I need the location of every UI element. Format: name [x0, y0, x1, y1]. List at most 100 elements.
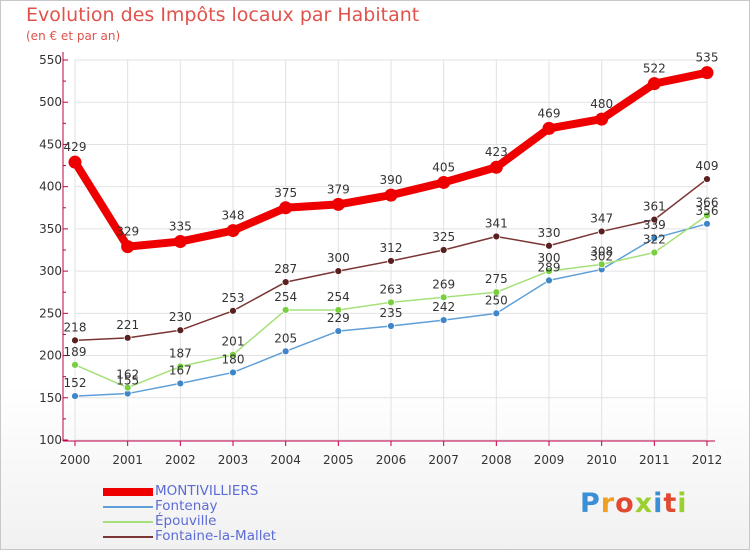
data-label-fontenay: 250	[485, 293, 508, 307]
x-tick-label: 2006	[376, 453, 407, 467]
data-label-epouville: 269	[432, 277, 455, 291]
data-point-epouville	[492, 288, 501, 297]
data-point-fontenay	[334, 327, 343, 335]
data-label-montivilliers: 480	[590, 97, 613, 111]
data-label-fontenay: 356	[696, 204, 719, 218]
data-point-fontaine-la-mallet	[176, 326, 185, 335]
data-label-fontaine-la-mallet: 325	[432, 230, 455, 244]
data-label-fontenay: 339	[643, 218, 666, 232]
logo-letter: o	[615, 488, 635, 519]
data-point-fontenay	[71, 392, 79, 400]
data-label-epouville: 275	[485, 272, 508, 286]
x-tick-label: 2003	[218, 453, 249, 467]
legend-swatch-fontaine-la-mallet	[103, 535, 153, 538]
x-tick-label: 2007	[428, 453, 459, 467]
data-point-epouville	[229, 350, 237, 359]
legend-label-fontaine-la-mallet: Fontaine-la-Mallet	[155, 528, 277, 544]
legend-swatch-montivilliers	[103, 487, 153, 496]
y-tick-label: 250	[39, 306, 62, 320]
data-point-fontenay	[650, 234, 659, 243]
data-point-montivilliers	[489, 160, 503, 174]
data-point-fontenay	[387, 322, 395, 330]
logo-letter: i	[677, 488, 688, 519]
data-label-montivilliers: 469	[538, 106, 561, 120]
data-label-fontaine-la-mallet: 253	[222, 291, 245, 305]
data-point-epouville	[650, 248, 659, 257]
data-label-montivilliers: 335	[169, 220, 192, 234]
data-point-fontaine-la-mallet	[545, 241, 553, 250]
data-label-fontenay: 229	[327, 311, 350, 325]
data-label-montivilliers: 329	[116, 225, 139, 239]
data-label-montivilliers: 423	[485, 145, 508, 159]
data-label-montivilliers: 375	[274, 186, 297, 200]
data-label-epouville: 162	[116, 368, 139, 382]
data-point-montivilliers	[279, 201, 293, 215]
data-point-fontaine-la-mallet	[387, 257, 395, 265]
data-label-montivilliers: 429	[64, 140, 87, 154]
proxiti-logo: Proxiti	[580, 488, 688, 519]
data-label-epouville: 254	[274, 290, 297, 304]
legend-swatch-epouville	[103, 520, 153, 523]
data-point-montivilliers	[226, 224, 240, 238]
data-point-montivilliers	[68, 155, 82, 169]
data-label-epouville: 322	[643, 233, 666, 247]
x-tick-label: 2009	[534, 453, 565, 467]
y-tick-label: 300	[39, 264, 62, 278]
legend-label-fontenay: Fontenay	[155, 498, 218, 514]
y-tick-label: 100	[39, 433, 62, 447]
logo-letter: x	[634, 488, 654, 519]
chart-subtitle: (en € et par an)	[26, 29, 121, 43]
legend-item-montivilliers: MONTIVILLIERS	[103, 484, 363, 499]
data-label-fontenay: 242	[432, 300, 455, 314]
data-label-fontaine-la-mallet: 230	[169, 310, 192, 324]
y-tick-label: 550	[39, 53, 62, 67]
y-tick-label: 500	[39, 95, 62, 109]
data-point-epouville	[334, 306, 343, 314]
data-label-fontaine-la-mallet: 287	[274, 262, 297, 276]
data-label-fontenay: 180	[222, 352, 245, 366]
data-point-montivilliers	[173, 235, 187, 249]
x-tick-label: 2005	[323, 453, 354, 467]
y-tick-label: 450	[39, 137, 62, 151]
data-label-epouville: 300	[538, 251, 561, 265]
x-tick-label: 2012	[692, 453, 723, 467]
data-point-fontaine-la-mallet	[334, 267, 343, 276]
data-label-epouville: 308	[590, 244, 613, 258]
x-tick-label: 2001	[112, 453, 143, 467]
data-point-fontenay	[281, 347, 290, 356]
logo-letter: P	[580, 488, 601, 519]
chart-title: Evolution des Impôts locaux par Habitant	[26, 4, 420, 26]
data-point-fontaine-la-mallet	[123, 333, 132, 342]
data-point-fontaine-la-mallet	[281, 278, 290, 286]
data-label-epouville: 366	[696, 195, 719, 209]
logo-letter: i	[653, 488, 664, 519]
data-point-epouville	[176, 362, 185, 371]
legend-swatch-fontenay	[103, 505, 153, 508]
data-point-fontaine-la-mallet	[492, 232, 501, 241]
data-point-montivilliers	[121, 240, 135, 254]
data-label-fontaine-la-mallet: 341	[485, 216, 508, 230]
x-tick-label: 2004	[270, 453, 301, 467]
y-tick-label: 150	[39, 391, 62, 405]
data-point-fontaine-la-mallet	[703, 175, 711, 183]
data-label-montivilliers: 535	[696, 51, 719, 65]
logo-letter: r	[600, 488, 616, 519]
data-point-montivilliers	[384, 188, 398, 202]
x-tick-label: 2002	[165, 453, 196, 467]
data-point-fontenay	[545, 276, 553, 285]
data-point-fontenay	[176, 379, 185, 388]
data-point-epouville	[597, 260, 606, 269]
data-label-montivilliers: 390	[380, 173, 403, 187]
data-label-fontenay: 167	[169, 363, 192, 377]
legend-item-epouville: Épouville	[103, 514, 363, 529]
data-point-fontaine-la-mallet	[650, 215, 659, 224]
data-point-epouville	[123, 383, 132, 392]
x-tick-label: 2011	[639, 453, 670, 467]
data-label-fontaine-la-mallet: 409	[696, 159, 719, 173]
data-label-fontenay: 205	[274, 331, 297, 345]
logo-letter: t	[663, 488, 678, 519]
data-label-fontaine-la-mallet: 347	[590, 211, 613, 225]
data-label-fontenay: 235	[380, 306, 403, 320]
